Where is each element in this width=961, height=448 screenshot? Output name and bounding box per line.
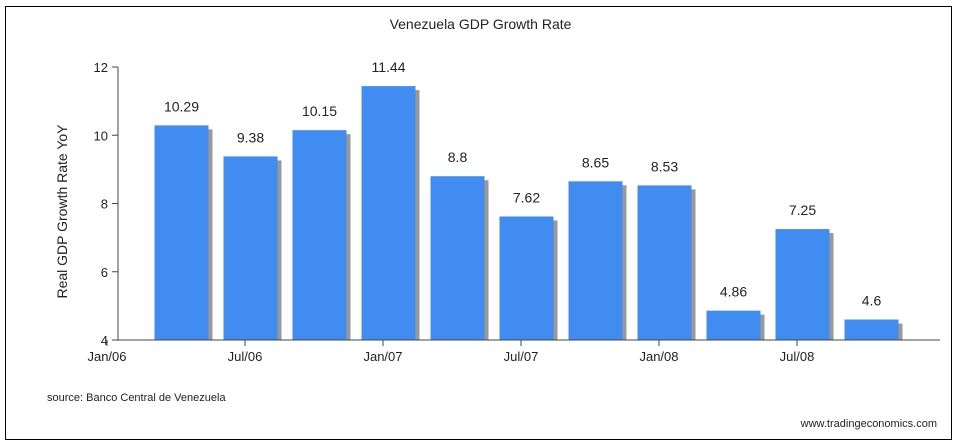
x-tick-label: Jul/07 xyxy=(504,349,539,364)
data-label: 4.86 xyxy=(720,284,747,300)
x-tick-label: Jan/06 xyxy=(87,349,126,364)
bar xyxy=(844,319,899,340)
y-tick-label: 8 xyxy=(101,197,108,212)
data-label: 10.29 xyxy=(164,98,199,114)
y-tick-label: 10 xyxy=(94,128,108,143)
y-tick-label: 4 xyxy=(101,333,108,348)
bar xyxy=(292,130,347,340)
y-tick-label: 12 xyxy=(94,60,108,75)
bars xyxy=(154,86,899,340)
data-label: 7.25 xyxy=(789,202,816,218)
bar xyxy=(223,156,278,340)
bar xyxy=(568,181,623,340)
x-tick-label: Jan/08 xyxy=(639,349,678,364)
chart-title: Venezuela GDP Growth Rate xyxy=(389,16,572,32)
data-label: 11.44 xyxy=(372,59,406,75)
y-ticks: 4 6 8 10 12 xyxy=(94,60,118,348)
bar xyxy=(499,216,554,340)
data-label: 4.6 xyxy=(862,293,882,309)
source-note: source: Banco Central de Venezuela xyxy=(47,392,226,404)
bar xyxy=(706,310,761,340)
y-tick-label: 6 xyxy=(101,265,108,280)
data-label: 7.62 xyxy=(513,189,540,205)
data-label: 10.15 xyxy=(302,103,337,119)
x-ticks: Jan/06 Jul/06 Jan/07 Jul/07 Jan/08 Jul/08 xyxy=(87,340,814,364)
value-labels: 10.29 9.38 10.15 11.44 8.8 7.62 8.65 8.53 4.86 7.… xyxy=(164,59,881,308)
y-axis-label: Real GDP Growth Rate YoY xyxy=(54,124,70,299)
data-label: 8.8 xyxy=(448,149,468,165)
x-tick-label: Jul/06 xyxy=(228,349,263,364)
bar xyxy=(154,125,209,340)
credit-link[interactable]: www.tradingeconomics.com xyxy=(800,418,937,430)
bar xyxy=(361,86,416,340)
bar xyxy=(637,185,692,340)
x-tick-label: Jul/08 xyxy=(780,349,815,364)
data-label: 9.38 xyxy=(237,129,264,145)
x-tick-label: Jan/07 xyxy=(363,349,402,364)
bar xyxy=(775,229,830,340)
data-label: 8.65 xyxy=(582,154,609,170)
data-label: 8.53 xyxy=(651,158,678,174)
bar xyxy=(430,176,485,340)
